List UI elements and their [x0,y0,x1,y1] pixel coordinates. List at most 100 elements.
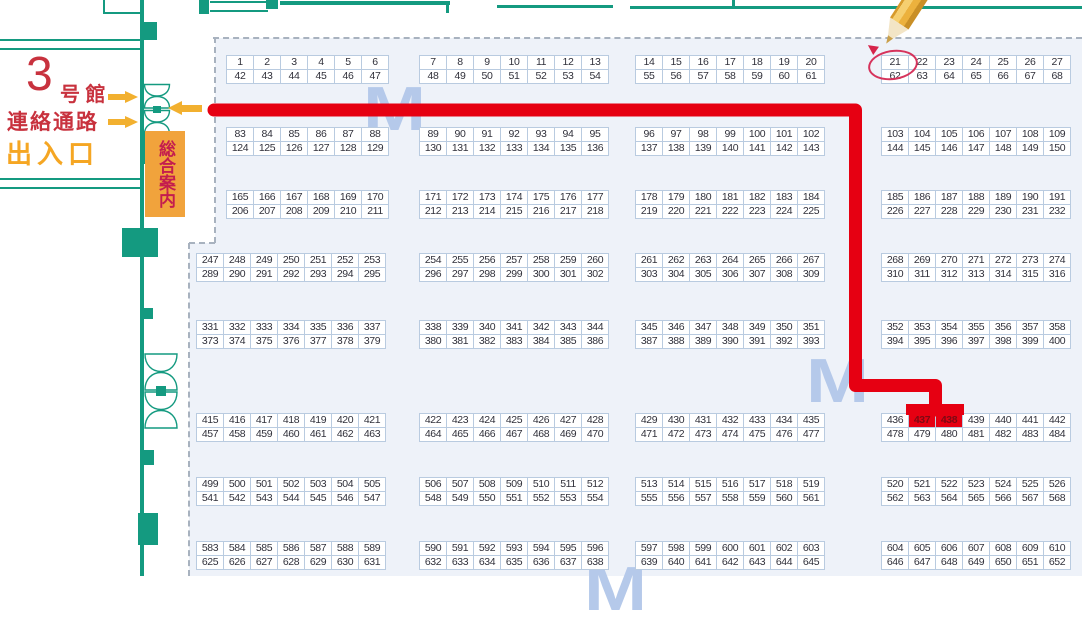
booth-cell: 478 [882,428,908,441]
booth-cell: 254 [420,254,446,267]
booth-cell: 266 [771,254,797,267]
booth-cell: 470 [582,428,608,441]
booth-block: 338 339 340 341 342 343 344 380 381 382 383 384 385 3… [419,320,609,349]
wall-block-2 [122,228,158,257]
booth-cell: 336 [332,321,358,334]
wall-vertical-main [140,0,144,576]
booth-cell: 64 [936,70,962,83]
booth-cell: 134 [528,142,554,155]
booth-cell: 422 [420,414,446,427]
booth-cell: 206 [227,205,253,218]
booth-cell: 6 [362,56,388,69]
booth-cell: 230 [990,205,1016,218]
booth-cell: 568 [1044,492,1070,505]
booth-cell: 431 [690,414,716,427]
booth-cell: 356 [990,321,1016,334]
booth-block: 96 97 98 99 100 101 102 137 138 139 140 141 142 143 [635,127,825,156]
hall-border-top [213,37,1082,39]
booth-cell: 180 [690,191,716,204]
booth-cell: 175 [528,191,554,204]
booth-cell: 15 [663,56,689,69]
booth-cell: 567 [1017,492,1043,505]
booth-cell: 315 [1017,268,1043,281]
booth-cell: 394 [882,335,908,348]
booth-cell: 219 [636,205,662,218]
booth-cell: 173 [474,191,500,204]
booth-cell: 639 [636,556,662,569]
booth-cell: 190 [1017,191,1043,204]
booth-cell: 103 [882,128,908,141]
booth-cell: 2 [254,56,280,69]
booth-cell: 107 [990,128,1016,141]
booth-cell: 524 [990,478,1016,491]
booth-cell: 480 [936,428,962,441]
booth-cell: 215 [501,205,527,218]
booth-cell: 502 [278,478,304,491]
booth-cell: 291 [251,268,277,281]
booth-cell: 463 [359,428,385,441]
booth-cell: 264 [717,254,743,267]
booth-cell: 333 [251,321,277,334]
booth-cell: 135 [555,142,581,155]
booth-cell: 644 [771,556,797,569]
booth-cell: 224 [771,205,797,218]
booth-block: 185 186 187 188 189 190 191 226 227 228 229 230 231 2… [881,190,1071,219]
booth-cell: 268 [882,254,908,267]
booth-cell: 18 [744,56,770,69]
booth-cell: 508 [474,478,500,491]
booth-cell: 562 [882,492,908,505]
booth-block: 597 598 599 600 601 602 603 639 640 641 642 643 644 6… [635,541,825,570]
booth-cell: 66 [990,70,1016,83]
wall-top-tick-1 [446,1,449,13]
booth-cell: 226 [882,205,908,218]
booth-cell: 459 [251,428,277,441]
booth-cell: 170 [362,191,388,204]
booth-cell: 88 [362,128,388,141]
booth-cell: 391 [744,335,770,348]
booth-cell: 302 [582,268,608,281]
booth-cell: 176 [555,191,581,204]
booth-cell: 551 [501,492,527,505]
booth-cell: 435 [798,414,824,427]
booth-cell: 174 [501,191,527,204]
booth-cell: 471 [636,428,662,441]
booth-cell: 415 [197,414,223,427]
wall-double-left-1 [0,39,140,50]
booth-cell: 85 [281,128,307,141]
booth-cell: 441 [1017,414,1043,427]
booth-cell: 375 [251,335,277,348]
booth-block: 261 262 263 264 265 266 267 303 304 305 306 307 308 3… [635,253,825,282]
booth-cell: 469 [555,428,581,441]
booth-cell: 130 [420,142,446,155]
booth-cell: 56 [663,70,689,83]
booth-cell: 7 [420,56,446,69]
booth-cell: 504 [332,478,358,491]
booth-block: 1 2 3 4 5 6 42 43 44 45 46 47 [226,55,389,84]
booth-cell: 460 [278,428,304,441]
booth-cell: 637 [555,556,581,569]
booth-block: 345 346 347 348 349 350 351 387 388 389 390 391 392 3… [635,320,825,349]
booth-cell: 182 [744,191,770,204]
booth-cell: 474 [717,428,743,441]
booth-cell: 475 [744,428,770,441]
booth-cell: 420 [332,414,358,427]
booth-cell: 647 [909,556,935,569]
booth-cell: 515 [690,478,716,491]
booth-cell: 378 [332,335,358,348]
booth-cell: 499 [197,478,223,491]
booth-cell: 179 [663,191,689,204]
booth-cell: 512 [582,478,608,491]
booth-cell: 340 [474,321,500,334]
booth-cell: 265 [744,254,770,267]
booth-cell: 255 [447,254,473,267]
booth-cell: 171 [420,191,446,204]
booth-cell: 307 [744,268,770,281]
booth-cell: 274 [1044,254,1070,267]
booth-cell: 518 [771,478,797,491]
booth-cell: 598 [663,542,689,555]
booth-cell: 379 [359,335,385,348]
booth-cell: 628 [278,556,304,569]
booth-cell: 352 [882,321,908,334]
booth-cell: 440 [990,414,1016,427]
booth-cell: 297 [447,268,473,281]
